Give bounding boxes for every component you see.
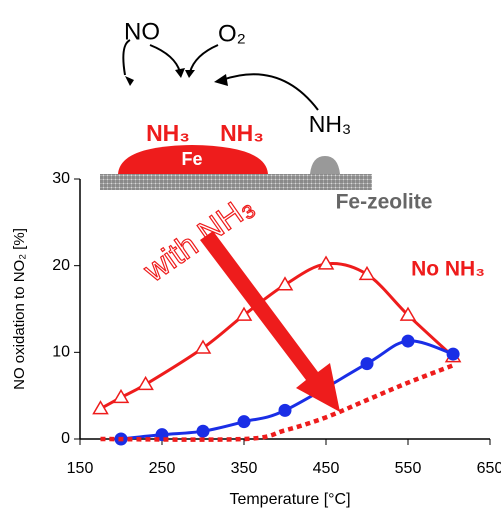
point (278, 278, 292, 290)
label: O₂ (218, 20, 246, 47)
point (139, 377, 153, 389)
figure: 0 10 20 30 150 250 350 450 550 650 Temperature [°C… (0, 0, 501, 520)
x-tick-label: 350 (231, 460, 258, 477)
label: NH₃ (309, 111, 352, 137)
point (402, 335, 415, 348)
x-axis-label: Temperature [°C] (229, 491, 350, 508)
point (279, 404, 292, 417)
x-tick-label: 450 (313, 460, 340, 477)
point (361, 357, 374, 370)
y-tick-label: 10 (52, 344, 70, 361)
label: NH₃ (220, 120, 264, 146)
x-tick-label: 150 (67, 460, 94, 477)
diagram: NO O₂ NH₃ NH₃ NH₃ Fe Fe-zeolite (100, 18, 432, 213)
arrow-head (185, 70, 195, 78)
point (360, 267, 374, 279)
x-tick-label: 250 (149, 460, 176, 477)
label: NO (124, 18, 160, 45)
series-line (121, 341, 453, 439)
y-tick-label: 0 (61, 430, 70, 447)
page: {"diagram": {"no": "NO", "o2": "O₂", "nh… (0, 0, 501, 520)
label: NH₃ (146, 120, 190, 146)
arrow (190, 45, 218, 72)
plot: 0 10 20 30 150 250 350 450 550 650 Temperature [°C… (11, 170, 501, 508)
arrow-head (214, 74, 228, 86)
point (238, 415, 251, 428)
arrow (222, 74, 318, 110)
label: Fe-zeolite (336, 191, 433, 214)
adsorbed-nh3 (310, 156, 340, 174)
y-tick-label: 30 (52, 170, 70, 187)
x-tick-label: 550 (395, 460, 422, 477)
arrow (150, 45, 180, 72)
y-axis-label: NO oxidation to NO₂ [%] (11, 228, 28, 390)
zeolite-support (100, 174, 372, 190)
point (447, 348, 460, 361)
arrow-head (125, 76, 134, 86)
x-tick-label: 650 (477, 460, 501, 477)
label: Fe (181, 149, 202, 169)
series-label: No NH₃ (411, 258, 485, 281)
point (197, 425, 210, 438)
arrow-head (175, 68, 185, 78)
y-tick-label: 20 (52, 257, 70, 274)
trend-arrow (200, 231, 340, 412)
series-line (101, 365, 454, 439)
